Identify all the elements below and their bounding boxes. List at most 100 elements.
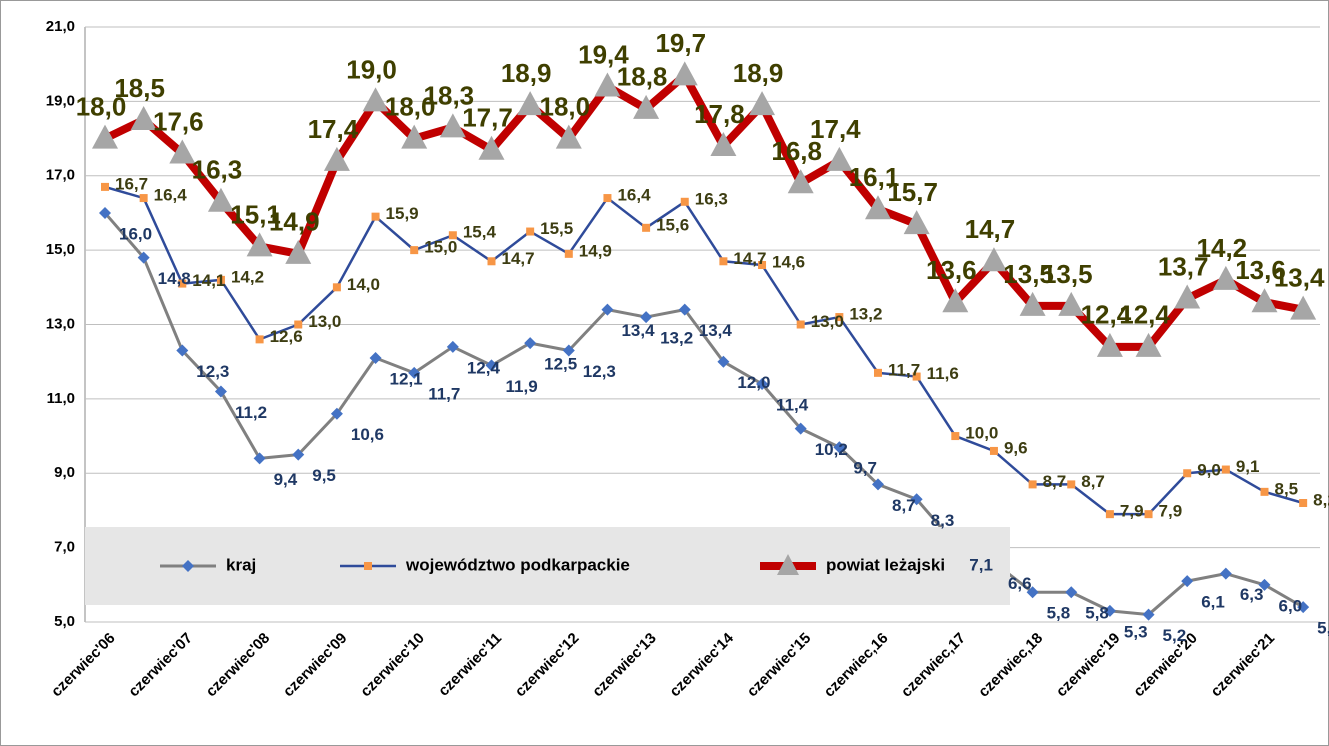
marker (1142, 608, 1155, 621)
data-label: 8,5 (1275, 479, 1299, 498)
data-label: 11,9 (506, 377, 538, 396)
marker (1181, 575, 1194, 588)
data-label: 18,9 (501, 58, 552, 88)
data-label: 9,4 (274, 470, 298, 489)
data-label: 17,4 (308, 114, 359, 144)
data-label: 15,5 (540, 219, 573, 238)
y-tick-label: 11,0 (47, 390, 75, 407)
data-label: 7,1 (969, 555, 993, 574)
data-label: 9,5 (312, 466, 336, 485)
y-tick-label: 7,0 (54, 539, 75, 556)
marker (294, 320, 303, 329)
legend-label: kraj (226, 555, 256, 574)
marker (139, 194, 148, 203)
data-label: 14,1 (192, 271, 225, 290)
data-label: 19,0 (346, 54, 397, 84)
marker (99, 206, 111, 219)
data-label: 5,4 (1317, 619, 1329, 638)
marker (176, 344, 189, 357)
data-label: 13,7 (1158, 251, 1209, 281)
data-label: 18,0 (539, 91, 590, 121)
data-label: 16,4 (154, 186, 188, 205)
marker (1260, 487, 1269, 496)
data-label: 11,2 (235, 403, 267, 422)
data-label: 8,7 (1043, 472, 1067, 491)
marker (246, 232, 273, 257)
data-label: 11,7 (428, 384, 460, 403)
marker (285, 239, 312, 264)
marker (253, 452, 266, 465)
marker (214, 385, 227, 398)
marker (1219, 567, 1232, 580)
legend-box (85, 527, 1010, 605)
marker (92, 124, 118, 149)
data-label: 14,0 (347, 275, 380, 294)
marker (1212, 265, 1239, 290)
data-label: 14,2 (1197, 233, 1248, 263)
marker (448, 231, 457, 240)
marker (487, 257, 496, 266)
data-label: 18,5 (114, 73, 165, 103)
data-label: 14,9 (579, 241, 612, 260)
data-label: 12,5 (544, 355, 577, 374)
data-label: 16,8 (771, 136, 822, 166)
marker (1183, 469, 1192, 478)
data-label: 13,4 (699, 321, 733, 340)
data-label: 15,1 (230, 199, 281, 229)
data-label: 17,7 (462, 103, 513, 133)
marker (835, 313, 844, 322)
data-label: 9,7 (853, 459, 877, 478)
data-label: 12,6 (270, 327, 303, 346)
data-label: 12,3 (583, 362, 616, 381)
marker (1290, 295, 1317, 320)
series-line (104, 185, 1304, 516)
marker (758, 261, 767, 269)
marker (1221, 465, 1230, 474)
data-label: 17,4 (810, 114, 861, 144)
legend: kraj województwo podkarpackie powiat leżaj… (85, 527, 1010, 605)
marker (594, 72, 621, 97)
data-label: 13,4 (1274, 263, 1325, 293)
marker (1258, 578, 1271, 591)
marker (564, 249, 573, 258)
marker (680, 197, 689, 206)
data-label: 5,2 (1163, 626, 1187, 645)
data-label: 13,2 (849, 305, 882, 324)
data-label: 14,7 (965, 214, 1016, 244)
data-label: 18,8 (617, 62, 668, 92)
y-tick-label: 9,0 (54, 464, 75, 481)
marker (137, 251, 150, 264)
legend-marker (364, 562, 372, 570)
data-label: 13,5 (1042, 259, 1093, 289)
marker (1067, 480, 1076, 489)
data-label: 14,7 (733, 249, 766, 268)
marker (601, 303, 614, 316)
marker (401, 124, 428, 149)
legend-marker (777, 554, 799, 575)
data-label: 10,0 (965, 424, 998, 443)
marker (749, 91, 776, 116)
marker (710, 132, 737, 156)
marker (439, 113, 466, 138)
marker (216, 275, 225, 284)
marker (446, 340, 459, 353)
data-label: 15,4 (463, 223, 497, 242)
y-tick-label: 17,0 (46, 167, 75, 184)
data-label: 6,6 (1008, 574, 1032, 593)
marker (874, 368, 882, 377)
marker (756, 378, 769, 390)
marker (1251, 288, 1278, 313)
y-tick-label: 19,0 (46, 92, 75, 109)
marker (562, 344, 575, 357)
marker (330, 407, 343, 420)
marker (362, 87, 389, 112)
marker (951, 432, 960, 441)
marker (1026, 586, 1039, 599)
data-label: 12,0 (737, 373, 770, 392)
marker (642, 223, 651, 232)
marker (989, 446, 998, 455)
data-label: 14,2 (231, 267, 264, 286)
data-label: 9,0 (1197, 461, 1221, 480)
data-label: 12,1 (390, 369, 423, 388)
marker (555, 124, 582, 149)
